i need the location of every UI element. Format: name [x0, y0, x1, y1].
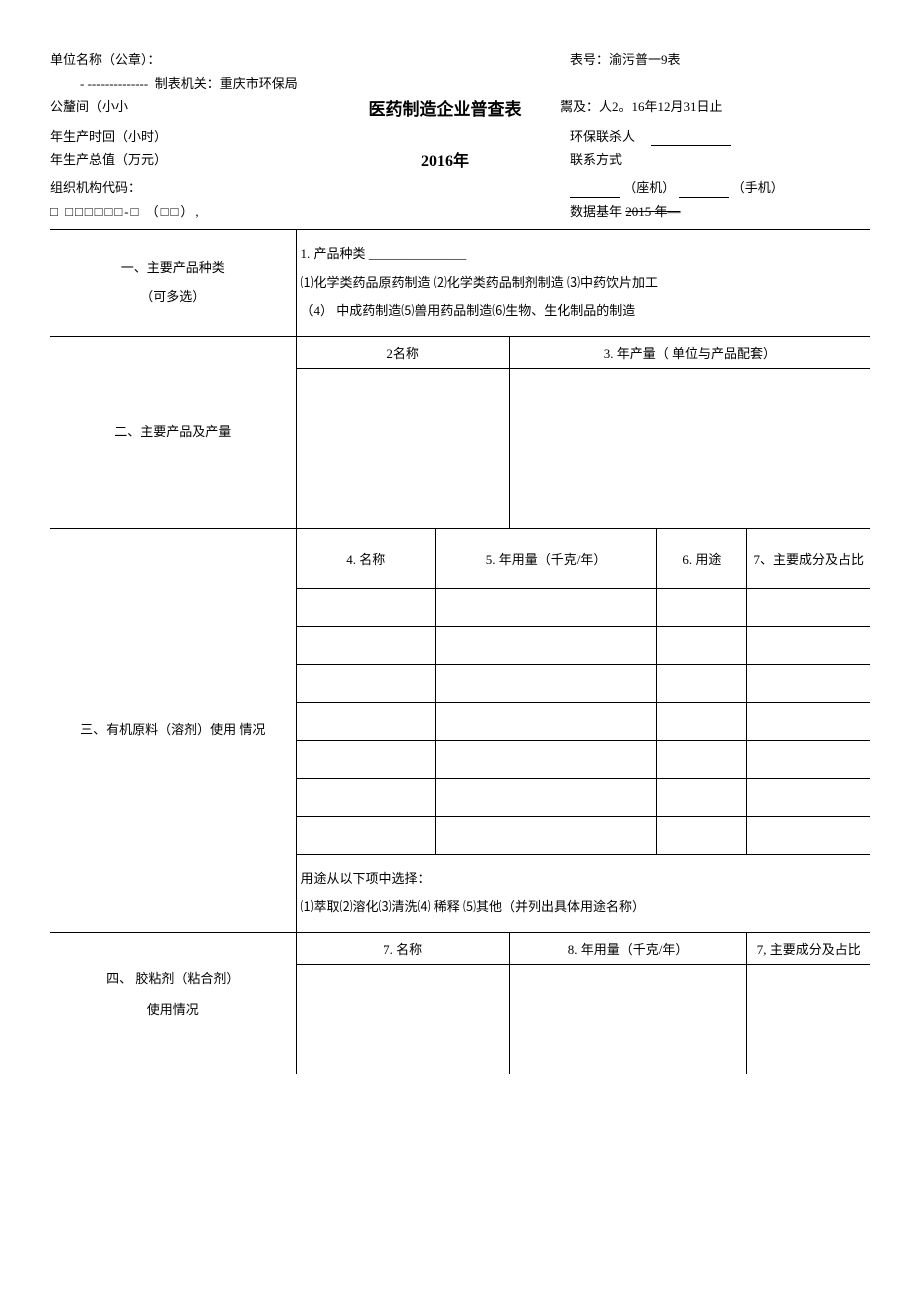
section1-line3: （4） 中成药制造⑸兽用药品制造⑹生物、生化制品的制造: [301, 303, 636, 318]
section4-col-name: 7. 名称: [296, 932, 509, 964]
section3-label: 三、有机原料（溶剂）使用 情况: [50, 528, 296, 932]
s4-name-cell[interactable]: [296, 964, 509, 1074]
s3-r1-c1[interactable]: [296, 588, 435, 626]
prod-value-label: 年生产总值（万元）: [50, 150, 330, 174]
s3-r4-c1[interactable]: [296, 702, 435, 740]
s3-r7-c1[interactable]: [296, 816, 435, 854]
s3-r5-c1[interactable]: [296, 740, 435, 778]
section1-content: 1. 产品种类 _______________ ⑴化学类药品原药制造 ⑵化学类药…: [296, 230, 870, 337]
section4-col-usage: 8. 年用量（千克/年）: [509, 932, 747, 964]
s4-component-cell[interactable]: [747, 964, 870, 1074]
agency-value: 重庆市环保局: [220, 76, 298, 91]
contact-person-label: 环保联杀人: [570, 129, 635, 144]
s3-r2-c2[interactable]: [435, 626, 656, 664]
s3-r1-c3[interactable]: [657, 588, 747, 626]
s3-r3-c3[interactable]: [657, 664, 747, 702]
section2-label: 二、主要产品及产量: [50, 336, 296, 528]
landline-label: （座机）: [623, 180, 675, 195]
s3-r5-c4[interactable]: [747, 740, 870, 778]
s3-r4-c2[interactable]: [435, 702, 656, 740]
section2-output-cell[interactable]: [509, 368, 870, 528]
section3-col-name: 4. 名称: [296, 528, 435, 588]
s3-r7-c4[interactable]: [747, 816, 870, 854]
section3-col-usage: 5. 年用量（千克/年）: [435, 528, 656, 588]
section2-name-cell[interactable]: [296, 368, 509, 528]
unit-name-label: 单位名称（公章）：: [50, 50, 330, 70]
section4-label-l2: 使用情况: [147, 1002, 199, 1017]
base-year-value: 2015 年—: [625, 204, 680, 219]
s3-r3-c4[interactable]: [747, 664, 870, 702]
form-title: 医药制造企业普查表: [369, 100, 522, 119]
section4-label: 四、 胶粘剂（粘合剂） 使用情况: [50, 932, 296, 1074]
section3-footer: 用途从以下项中选择： ⑴萃取⑵溶化⑶清洗⑷ 稀释 ⑸其他（并列出具体用途名称）: [296, 854, 870, 932]
section2-col-output: 3. 年产量（ 单位与产品配套）: [509, 336, 870, 368]
s3-r6-c3[interactable]: [657, 778, 747, 816]
form-header: 单位名称（公章）： 表号：渝污普一9表 - -------------- 制表机…: [50, 50, 870, 221]
agency-label: 制表机关：: [155, 76, 220, 91]
s3-r6-c4[interactable]: [747, 778, 870, 816]
row3-left: 公釐间（小小: [50, 97, 330, 123]
mobile-input[interactable]: [679, 184, 729, 198]
s3-r2-c4[interactable]: [747, 626, 870, 664]
s3-r3-c2[interactable]: [435, 664, 656, 702]
org-code-label: 组织机构代码：: [50, 178, 330, 198]
section1-line2: ⑴化学类药品原药制造 ⑵化学类药品制剂制造 ⑶中药饮片加工: [301, 275, 659, 290]
section3-footer-l2: ⑴萃取⑵溶化⑶清洗⑷ 稀释 ⑸其他（并列出具体用途名称）: [301, 899, 646, 914]
landline-input[interactable]: [570, 184, 620, 198]
s3-r4-c4[interactable]: [747, 702, 870, 740]
form-no-label: 表号：: [570, 52, 609, 67]
s3-r1-c2[interactable]: [435, 588, 656, 626]
row3-right: 鬻及：人2。16年12月31日止: [560, 97, 870, 123]
s3-r1-c4[interactable]: [747, 588, 870, 626]
s3-r6-c1[interactable]: [296, 778, 435, 816]
org-code-boxes[interactable]: □ □□□□□□-□ （□□）,: [50, 202, 330, 222]
main-table: 一、主要产品种类 （可多选） 1. 产品种类 _______________ ⑴…: [50, 229, 870, 1074]
contact-person-input[interactable]: [651, 132, 731, 146]
section1-label-l1: 一、主要产品种类: [121, 260, 225, 275]
contact-way-label: 联系方式: [560, 150, 870, 174]
s4-usage-cell[interactable]: [509, 964, 747, 1074]
section4-col-component: 7, 主要成分及占比: [747, 932, 870, 964]
s3-r6-c2[interactable]: [435, 778, 656, 816]
section1-label: 一、主要产品种类 （可多选）: [50, 230, 296, 337]
dash-line: - --------------: [80, 76, 148, 91]
s3-r2-c3[interactable]: [657, 626, 747, 664]
section1-line1: 1. 产品种类 _______________: [301, 246, 467, 261]
prod-hours-label: 年生产时回（小时）: [50, 127, 330, 147]
s3-r5-c3[interactable]: [657, 740, 747, 778]
s3-r5-c2[interactable]: [435, 740, 656, 778]
mobile-label: （手机）: [732, 180, 784, 195]
section3-footer-l1: 用途从以下项中选择：: [301, 871, 431, 886]
s3-r4-c3[interactable]: [657, 702, 747, 740]
section4-label-l1: 四、 胶粘剂（粘合剂）: [106, 971, 239, 986]
section1-label-l2: （可多选）: [140, 289, 205, 304]
section3-col-purpose: 6. 用途: [657, 528, 747, 588]
s3-r2-c1[interactable]: [296, 626, 435, 664]
s3-r3-c1[interactable]: [296, 664, 435, 702]
section2-col-name: 2名称: [296, 336, 509, 368]
form-no-value: 渝污普一9表: [609, 52, 681, 67]
s3-r7-c3[interactable]: [657, 816, 747, 854]
year-label: 2016年: [421, 153, 469, 170]
base-year-label: 数据基年: [570, 204, 622, 219]
section3-col-component: 7、主要成分及占比: [747, 528, 870, 588]
s3-r7-c2[interactable]: [435, 816, 656, 854]
